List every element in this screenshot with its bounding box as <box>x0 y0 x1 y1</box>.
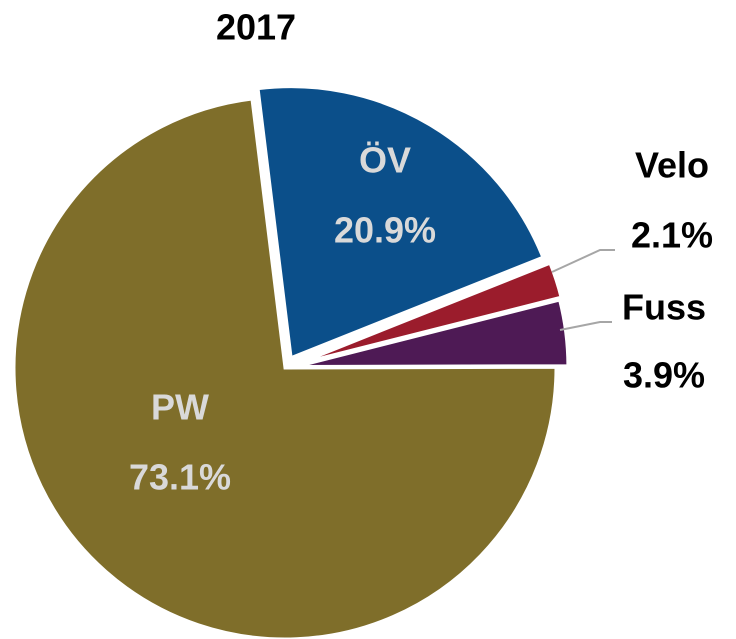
pie-slice <box>297 261 563 366</box>
slice-value-label: 73.1% <box>129 457 231 498</box>
pie-slice <box>296 298 570 368</box>
slice-label: PW <box>151 387 209 428</box>
leader-line <box>551 249 615 273</box>
slice-label: ÖV <box>359 140 411 181</box>
slice-value-label: 20.9% <box>334 210 436 251</box>
leader-line <box>559 321 612 331</box>
slice-label: Velo <box>635 145 709 186</box>
pie-slice <box>12 97 558 639</box>
pie-slice <box>256 85 545 360</box>
slice-value-label: 2.1% <box>631 215 713 256</box>
chart-title: 2017 <box>216 7 296 48</box>
slice-value-label: 3.9% <box>623 355 705 396</box>
slice-label: Fuss <box>622 287 706 328</box>
